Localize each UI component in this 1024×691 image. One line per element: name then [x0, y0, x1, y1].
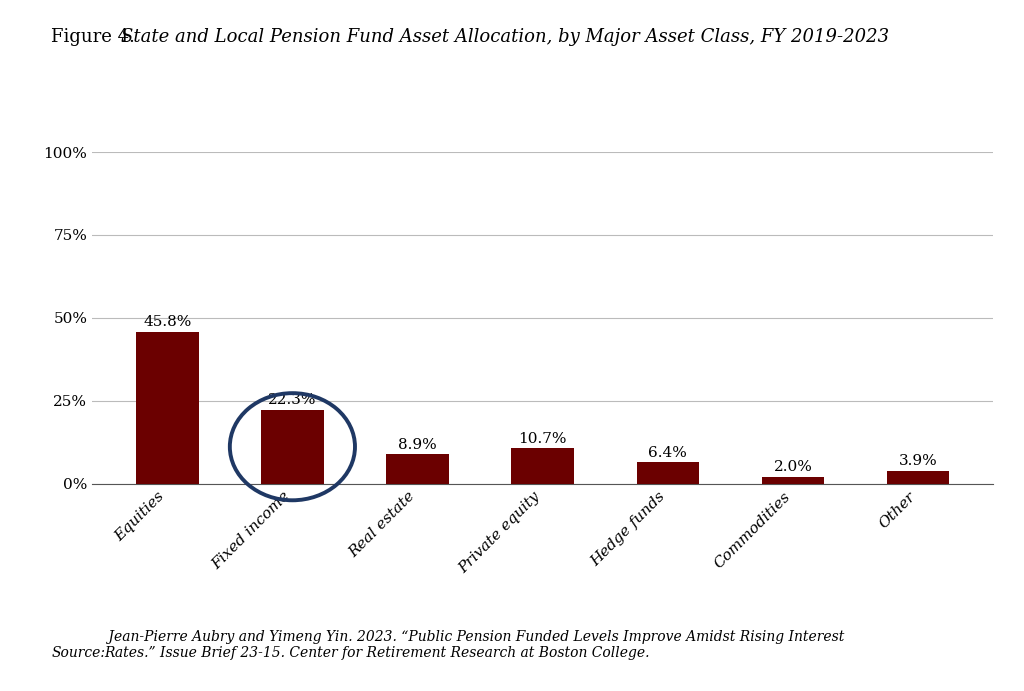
- Bar: [637, 462, 699, 484]
- Text: 10.7%: 10.7%: [518, 432, 567, 446]
- Bar: [511, 448, 574, 484]
- Bar: [386, 454, 449, 484]
- Text: 22.3%: 22.3%: [268, 393, 316, 407]
- Text: 2.0%: 2.0%: [773, 460, 812, 475]
- Text: 45.8%: 45.8%: [143, 315, 191, 329]
- Text: 8.9%: 8.9%: [398, 437, 437, 451]
- Bar: [887, 471, 949, 484]
- Text: 6.4%: 6.4%: [648, 446, 687, 460]
- Text: Source:: Source:: [51, 646, 105, 660]
- Text: State and Local Pension Fund Asset Allocation, by Major Asset Class, FY 2019-202: State and Local Pension Fund Asset Alloc…: [121, 28, 889, 46]
- Text: 3.9%: 3.9%: [899, 454, 938, 468]
- Bar: [762, 477, 824, 484]
- Bar: [136, 332, 199, 484]
- Text: Figure 4.: Figure 4.: [51, 28, 141, 46]
- Bar: [261, 410, 324, 484]
- Text: Jean-Pierre Aubry and Yimeng Yin. 2023. “Public Pension Funded Levels Improve Am: Jean-Pierre Aubry and Yimeng Yin. 2023. …: [104, 630, 845, 660]
